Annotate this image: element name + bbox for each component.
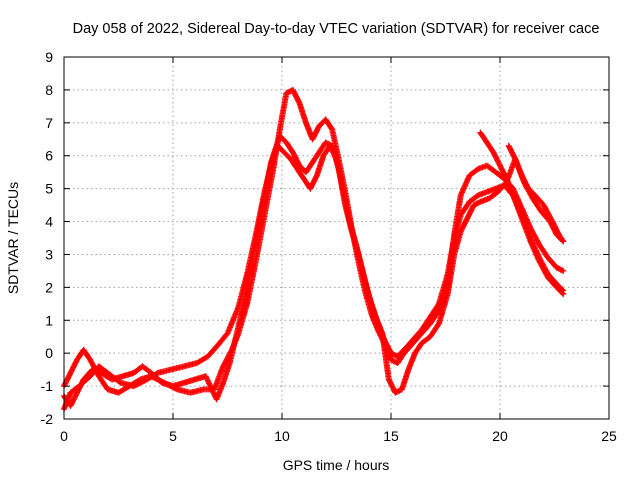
- x-tick-label: 20: [492, 428, 508, 444]
- data-point: [559, 286, 566, 293]
- y-tick-label: 2: [45, 279, 53, 295]
- y-tick-label: 6: [45, 148, 53, 164]
- y-tick-label: 8: [45, 82, 53, 98]
- y-tick-label: 1: [45, 312, 53, 328]
- y-tick-label: 3: [45, 246, 53, 262]
- data-point: [511, 154, 518, 161]
- plot-border: [63, 56, 610, 420]
- y-tick-label: 7: [45, 115, 53, 131]
- y-tick-label: 9: [45, 49, 53, 65]
- data-points: [61, 86, 567, 413]
- data-point: [560, 267, 567, 274]
- grid-lines: [64, 57, 609, 419]
- data-point: [313, 173, 320, 180]
- data-point: [559, 236, 566, 243]
- data-point: [328, 125, 335, 132]
- axis-ticks: 0 5 10 15 20 25 -2 -1 0 1 2 3 4 5 6 7 8 9: [41, 49, 617, 444]
- x-axis-label: GPS time / hours: [283, 457, 390, 473]
- data-point: [560, 287, 567, 294]
- data-point: [435, 321, 442, 328]
- x-tick-label: 10: [274, 428, 290, 444]
- y-tick-label: 0: [45, 345, 53, 361]
- y-axis-label: SDTVAR / TECUs: [5, 182, 21, 294]
- x-tick-label: 0: [60, 428, 68, 444]
- y-tick-label: -2: [41, 411, 54, 427]
- y-tick-label: 4: [45, 214, 53, 230]
- data-point: [476, 199, 483, 206]
- x-tick-label: 15: [383, 428, 399, 444]
- data-point: [332, 154, 339, 161]
- data-point: [560, 238, 567, 245]
- x-tick-label: 5: [169, 428, 177, 444]
- y-tick-label: 5: [45, 181, 53, 197]
- y-tick-label: -1: [41, 378, 54, 394]
- x-tick-label: 25: [601, 428, 617, 444]
- data-point: [502, 174, 509, 181]
- chart-title: Day 058 of 2022, Sidereal Day-to-day VTE…: [73, 21, 600, 37]
- data-point: [295, 98, 302, 105]
- data-point: [558, 267, 565, 274]
